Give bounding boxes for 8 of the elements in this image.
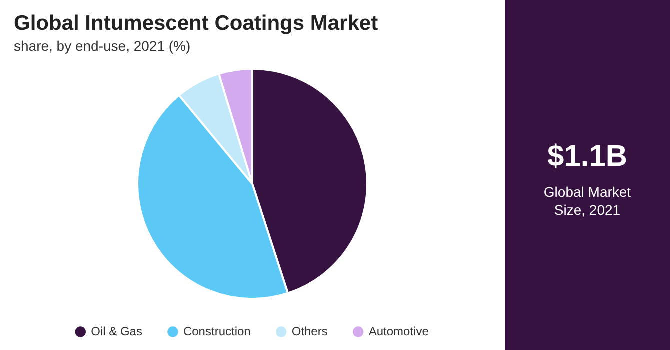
text: Global Market Size, 2021 (542, 183, 632, 219)
chart-subtitle: share, by end-use, 2021 (%) (14, 38, 191, 54)
legend-label: Construction (183, 324, 251, 338)
chart-title: Global Intumescent Coatings Market (14, 12, 378, 36)
legend-label: Automotive (368, 324, 430, 338)
legend-label: Oil & Gas (91, 324, 142, 338)
legend-label: Others (292, 324, 328, 338)
text: $1.1B (546, 140, 629, 174)
